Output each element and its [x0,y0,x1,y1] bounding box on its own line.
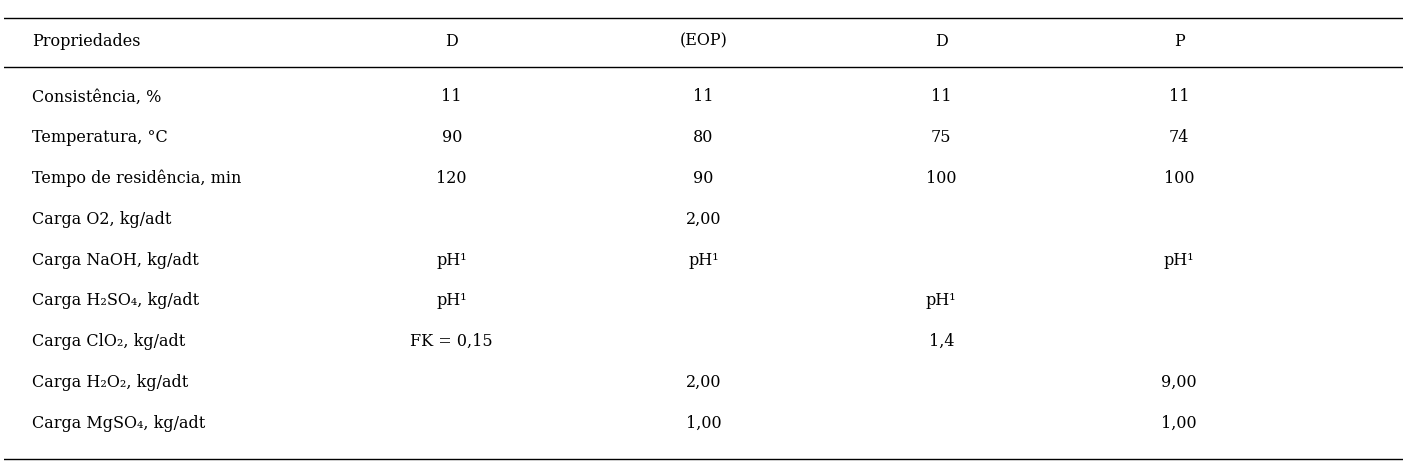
Text: 90: 90 [442,129,461,146]
Text: Consistência, %: Consistência, % [32,88,162,105]
Text: 1,4: 1,4 [929,333,954,350]
Text: 1,00: 1,00 [685,415,722,432]
Text: Temperatura, °C: Temperatura, °C [32,129,167,146]
Text: 100: 100 [1164,170,1195,187]
Text: 2,00: 2,00 [685,374,722,391]
Text: 11: 11 [1169,88,1189,105]
Text: P: P [1173,33,1185,50]
Text: D: D [446,33,459,50]
Text: 74: 74 [1169,129,1189,146]
Text: pH¹: pH¹ [436,293,467,310]
Text: Carga H₂O₂, kg/adt: Carga H₂O₂, kg/adt [32,374,189,391]
Text: Carga ClO₂, kg/adt: Carga ClO₂, kg/adt [32,333,186,350]
Text: pH¹: pH¹ [1164,252,1195,269]
Text: FK = 0,15: FK = 0,15 [411,333,492,350]
Text: (EOP): (EOP) [680,33,727,50]
Text: Tempo de residência, min: Tempo de residência, min [32,170,242,187]
Text: 120: 120 [436,170,467,187]
Text: 11: 11 [694,88,713,105]
Text: Carga NaOH, kg/adt: Carga NaOH, kg/adt [32,252,198,269]
Text: Carga MgSO₄, kg/adt: Carga MgSO₄, kg/adt [32,415,205,432]
Text: 75: 75 [931,129,951,146]
Text: 1,00: 1,00 [1161,415,1197,432]
Text: 9,00: 9,00 [1161,374,1197,391]
Text: 90: 90 [694,170,713,187]
Text: D: D [934,33,948,50]
Text: 80: 80 [694,129,713,146]
Text: 11: 11 [442,88,461,105]
Text: pH¹: pH¹ [688,252,719,269]
Text: 100: 100 [926,170,957,187]
Text: pH¹: pH¹ [926,293,957,310]
Text: Carga O2, kg/adt: Carga O2, kg/adt [32,211,172,228]
Text: 2,00: 2,00 [685,211,722,228]
Text: 11: 11 [931,88,951,105]
Text: pH¹: pH¹ [436,252,467,269]
Text: Propriedades: Propriedades [32,33,141,50]
Text: Carga H₂SO₄, kg/adt: Carga H₂SO₄, kg/adt [32,293,200,310]
